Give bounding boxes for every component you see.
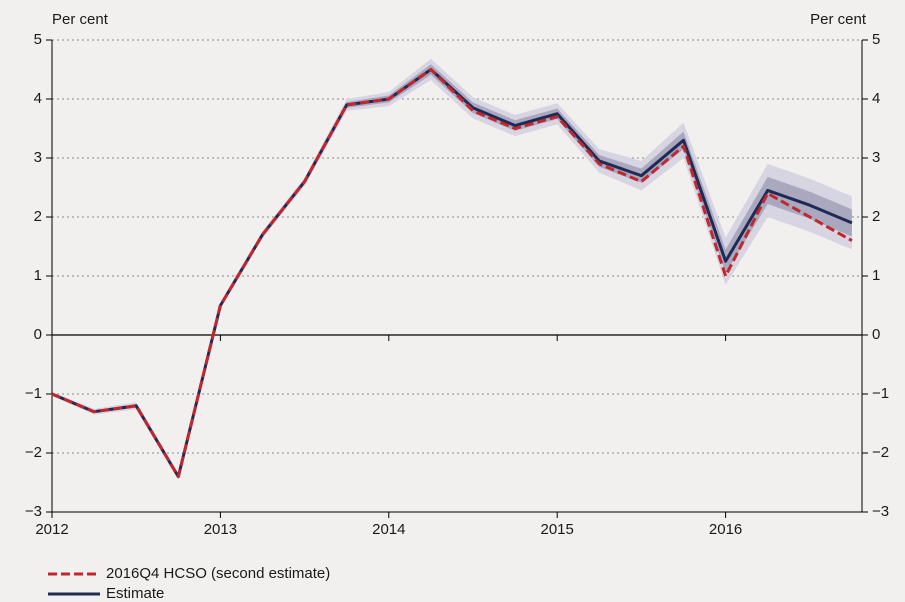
y-tick-label: 1 [34,267,42,284]
y-tick-label: −1 [872,385,889,402]
legend-label: 2016Q4 HCSO (second estimate) [106,565,330,582]
x-tick-label: 2012 [35,521,68,538]
y-axis-label-right: Per cent [810,11,867,28]
legend-label: Estimate [106,585,164,602]
fan-band [52,58,852,480]
y-tick-label: 5 [34,31,42,48]
y-tick-label: −2 [872,444,889,461]
y-tick-label: 3 [34,149,42,166]
y-tick-label: 4 [34,90,42,107]
y-tick-label: 0 [872,326,880,343]
y-tick-label: 2 [34,208,42,225]
y-tick-label: −2 [25,444,42,461]
x-tick-label: 2015 [541,521,574,538]
y-axis-label-left: Per cent [52,11,109,28]
y-tick-label: 5 [872,31,880,48]
y-tick-label: 3 [872,149,880,166]
x-tick-label: 2014 [372,521,405,538]
series-line [51,68,853,479]
y-tick-label: −1 [25,385,42,402]
y-tick-label: 0 [34,326,42,343]
y-tick-label: −3 [25,503,42,520]
y-tick-label: 4 [872,90,880,107]
x-tick-label: 2016 [709,521,742,538]
y-tick-label: −3 [872,503,889,520]
y-tick-label: 1 [872,267,880,284]
y-tick-label: 2 [872,208,880,225]
x-tick-label: 2013 [204,521,237,538]
